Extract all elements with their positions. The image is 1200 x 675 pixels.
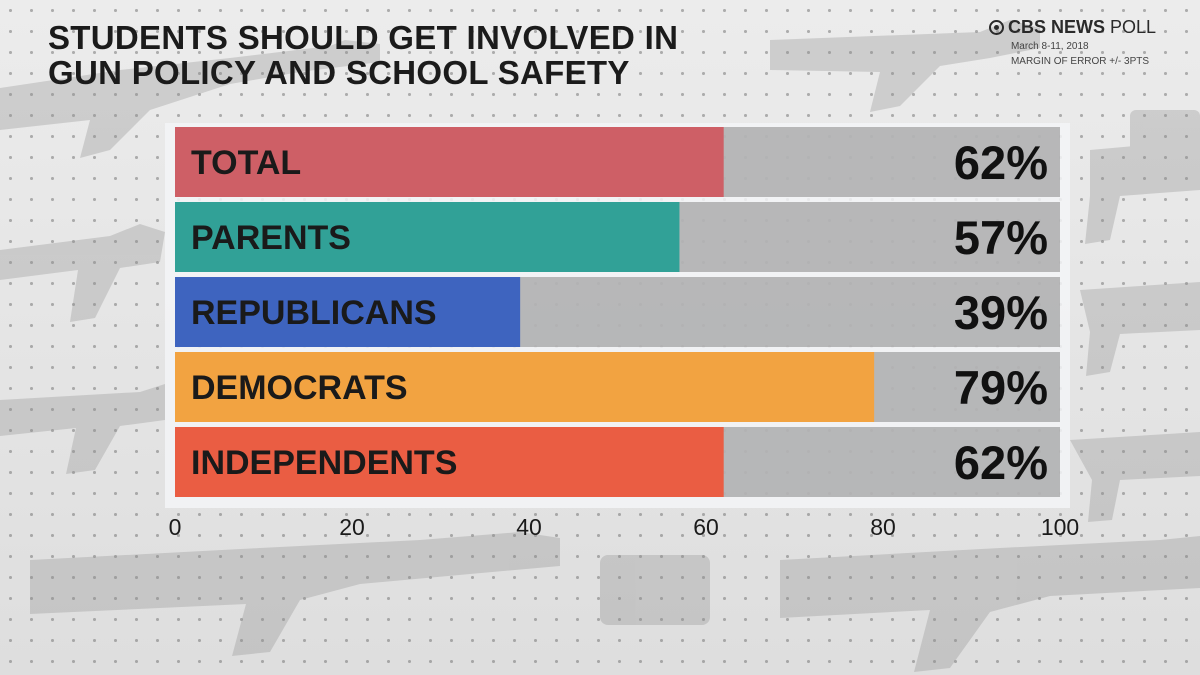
value-label-independents: 62% [954, 436, 1048, 489]
title-line-1: STUDENTS SHOULD GET INVOLVED IN [48, 19, 679, 56]
title-line-2: GUN POLICY AND SCHOOL SAFETY [48, 54, 630, 91]
x-tick-label-80: 80 [870, 514, 896, 540]
cbs-eye-icon [988, 20, 1004, 35]
bar-republicans [175, 277, 521, 347]
bar-democrats [175, 352, 875, 422]
chart-title: STUDENTS SHOULD GET INVOLVED IN GUN POLI… [48, 20, 678, 90]
category-label-independents: INDEPENDENTS [191, 444, 457, 482]
x-tick-label-40: 40 [516, 514, 542, 540]
value-label-total: 62% [954, 136, 1048, 189]
category-label-republicans: REPUBLICANS [191, 294, 437, 332]
x-tick-label-20: 20 [339, 514, 365, 540]
bar-independents [175, 427, 724, 497]
value-label-democrats: 79% [954, 361, 1048, 414]
margin-of-error: MARGIN OF ERROR +/- 3PTS [1010, 56, 1150, 67]
cbs-news-poll-brand: CBS NEWS POLL March 8-11, 2018 MARGIN OF… [988, 17, 1156, 68]
x-tick-label-100: 100 [1041, 514, 1079, 540]
brand-name: CBS NEWS [1007, 17, 1105, 37]
brand-name-row: CBS NEWS POLL [988, 17, 1156, 38]
category-label-democrats: DEMOCRATS [191, 369, 408, 407]
x-tick-label-0: 0 [169, 514, 182, 540]
brand-suffix: POLL [1109, 17, 1156, 37]
value-label-republicans: 39% [954, 286, 1048, 339]
category-label-total: TOTAL [191, 144, 301, 182]
value-label-parents: 57% [954, 211, 1048, 264]
bar-parents [175, 202, 680, 272]
poll-date: March 8-11, 2018 [1010, 41, 1089, 52]
x-tick-label-60: 60 [693, 514, 719, 540]
category-label-parents: PARENTS [191, 219, 351, 257]
bar-total [175, 127, 724, 197]
